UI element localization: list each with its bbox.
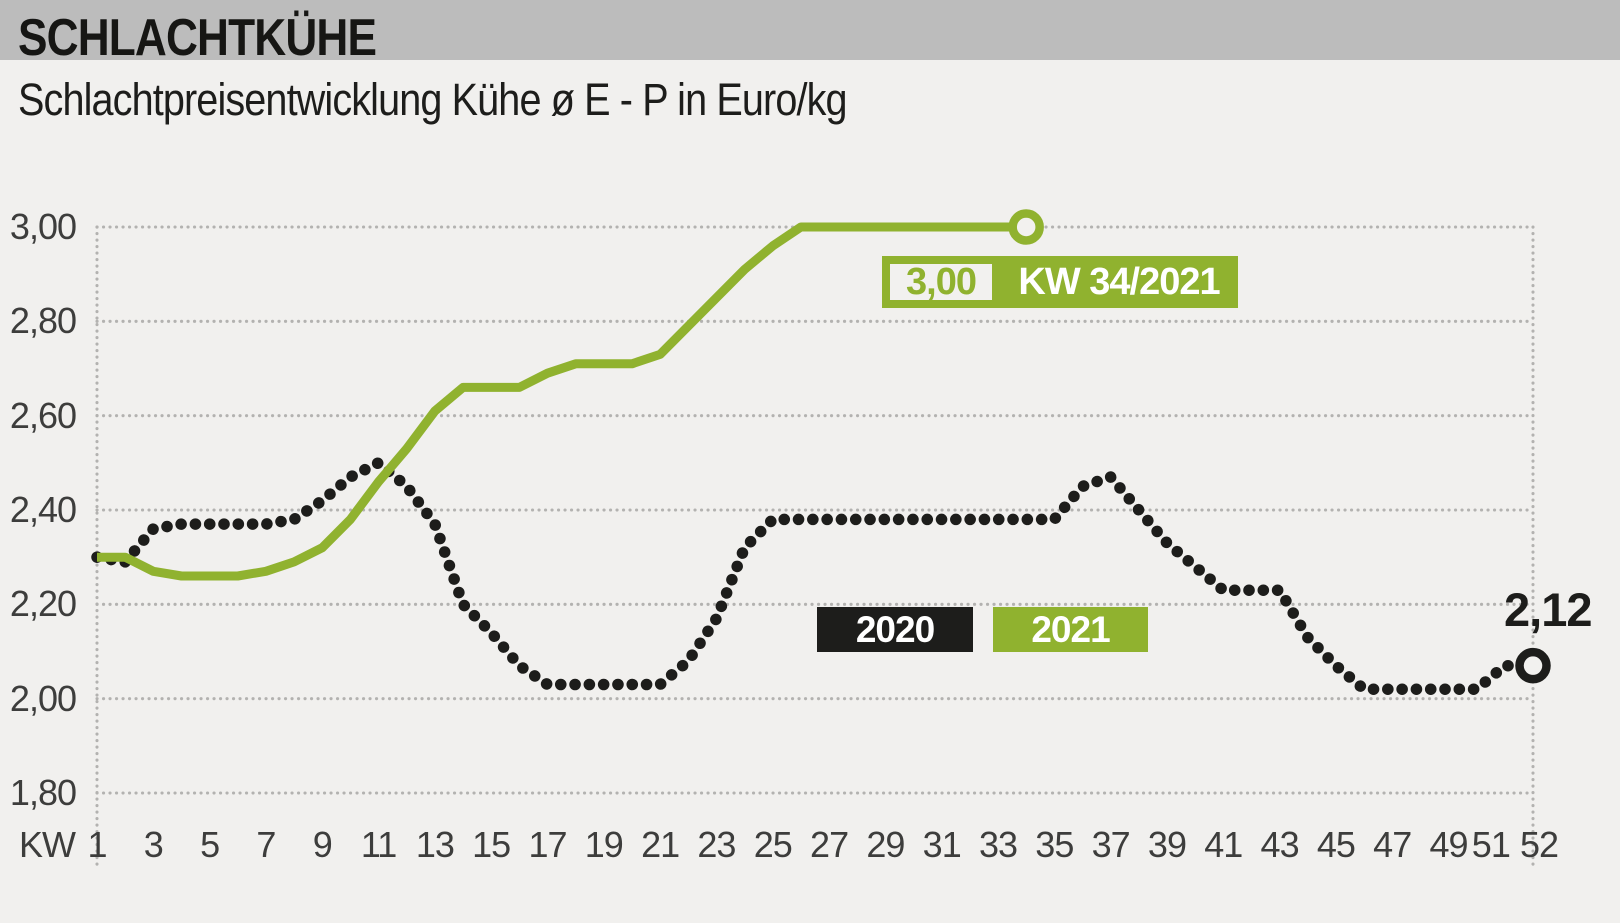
end-value-label-2020: 2,12 bbox=[1504, 583, 1592, 636]
x-axis-label: 19 bbox=[584, 824, 624, 865]
x-axis-label: 49 bbox=[1429, 824, 1468, 865]
callout-kw34: 3,00 KW 34/2021 bbox=[882, 256, 1238, 308]
x-axis-label: 35 bbox=[1035, 824, 1074, 865]
x-axis-label: 33 bbox=[978, 824, 1018, 865]
x-axis-label: 52 bbox=[1519, 824, 1559, 865]
x-axis-label: 23 bbox=[697, 824, 736, 865]
x-axis-label: 3 bbox=[143, 824, 164, 865]
x-axis-label: 17 bbox=[528, 824, 567, 865]
x-axis-label: 15 bbox=[472, 824, 511, 865]
x-axis-label: 29 bbox=[866, 824, 905, 865]
callout-value-box: 3,00 bbox=[882, 256, 1000, 308]
x-axis-prefix: KW bbox=[19, 824, 76, 865]
callout-week-box: KW 34/2021 bbox=[1000, 256, 1238, 308]
x-axis-label: 7 bbox=[256, 824, 276, 865]
x-axis-label: 21 bbox=[641, 824, 680, 865]
y-axis-label: 2,00 bbox=[9, 677, 77, 719]
y-axis-label: 2,80 bbox=[9, 300, 77, 342]
y-axis-label: 2,20 bbox=[9, 583, 77, 625]
series-2021-line bbox=[97, 222, 1027, 581]
x-axis-label: 31 bbox=[922, 824, 962, 865]
y-axis-label: 1,80 bbox=[9, 772, 77, 813]
y-axis-label: 2,60 bbox=[9, 394, 77, 436]
x-axis-label: 43 bbox=[1260, 824, 1300, 865]
x-axis-label: 1 bbox=[87, 824, 107, 865]
y-axis-label: 2,40 bbox=[9, 489, 77, 530]
x-axis-label: 41 bbox=[1204, 824, 1243, 865]
legend-item-2021: 2021 bbox=[993, 607, 1148, 652]
x-axis-label: 47 bbox=[1373, 824, 1412, 865]
x-axis-label: 45 bbox=[1316, 824, 1356, 865]
legend-item-2020: 2020 bbox=[817, 607, 973, 652]
x-axis-label: 51 bbox=[1471, 824, 1511, 865]
page-title: SCHLACHTKÜHE bbox=[18, 9, 377, 67]
chart-subtitle: Schlachtpreisentwicklung Kühe ø E - P in… bbox=[18, 74, 848, 125]
x-axis-label: 9 bbox=[312, 824, 333, 865]
series-2021-end-marker bbox=[1008, 209, 1044, 245]
x-axis-label: 39 bbox=[1147, 824, 1187, 865]
x-axis-label: 11 bbox=[360, 824, 397, 865]
x-axis-label: 25 bbox=[753, 824, 793, 865]
series-2020-end-marker bbox=[1515, 647, 1551, 684]
y-axis-label: 3,00 bbox=[9, 206, 77, 247]
x-axis-label: 37 bbox=[1091, 824, 1131, 865]
x-axis-label: 5 bbox=[200, 824, 220, 865]
series-2020-line bbox=[91, 457, 1539, 695]
x-axis-label: 27 bbox=[810, 824, 849, 865]
x-axis-label: 13 bbox=[415, 824, 455, 865]
title-bar bbox=[0, 0, 1620, 60]
